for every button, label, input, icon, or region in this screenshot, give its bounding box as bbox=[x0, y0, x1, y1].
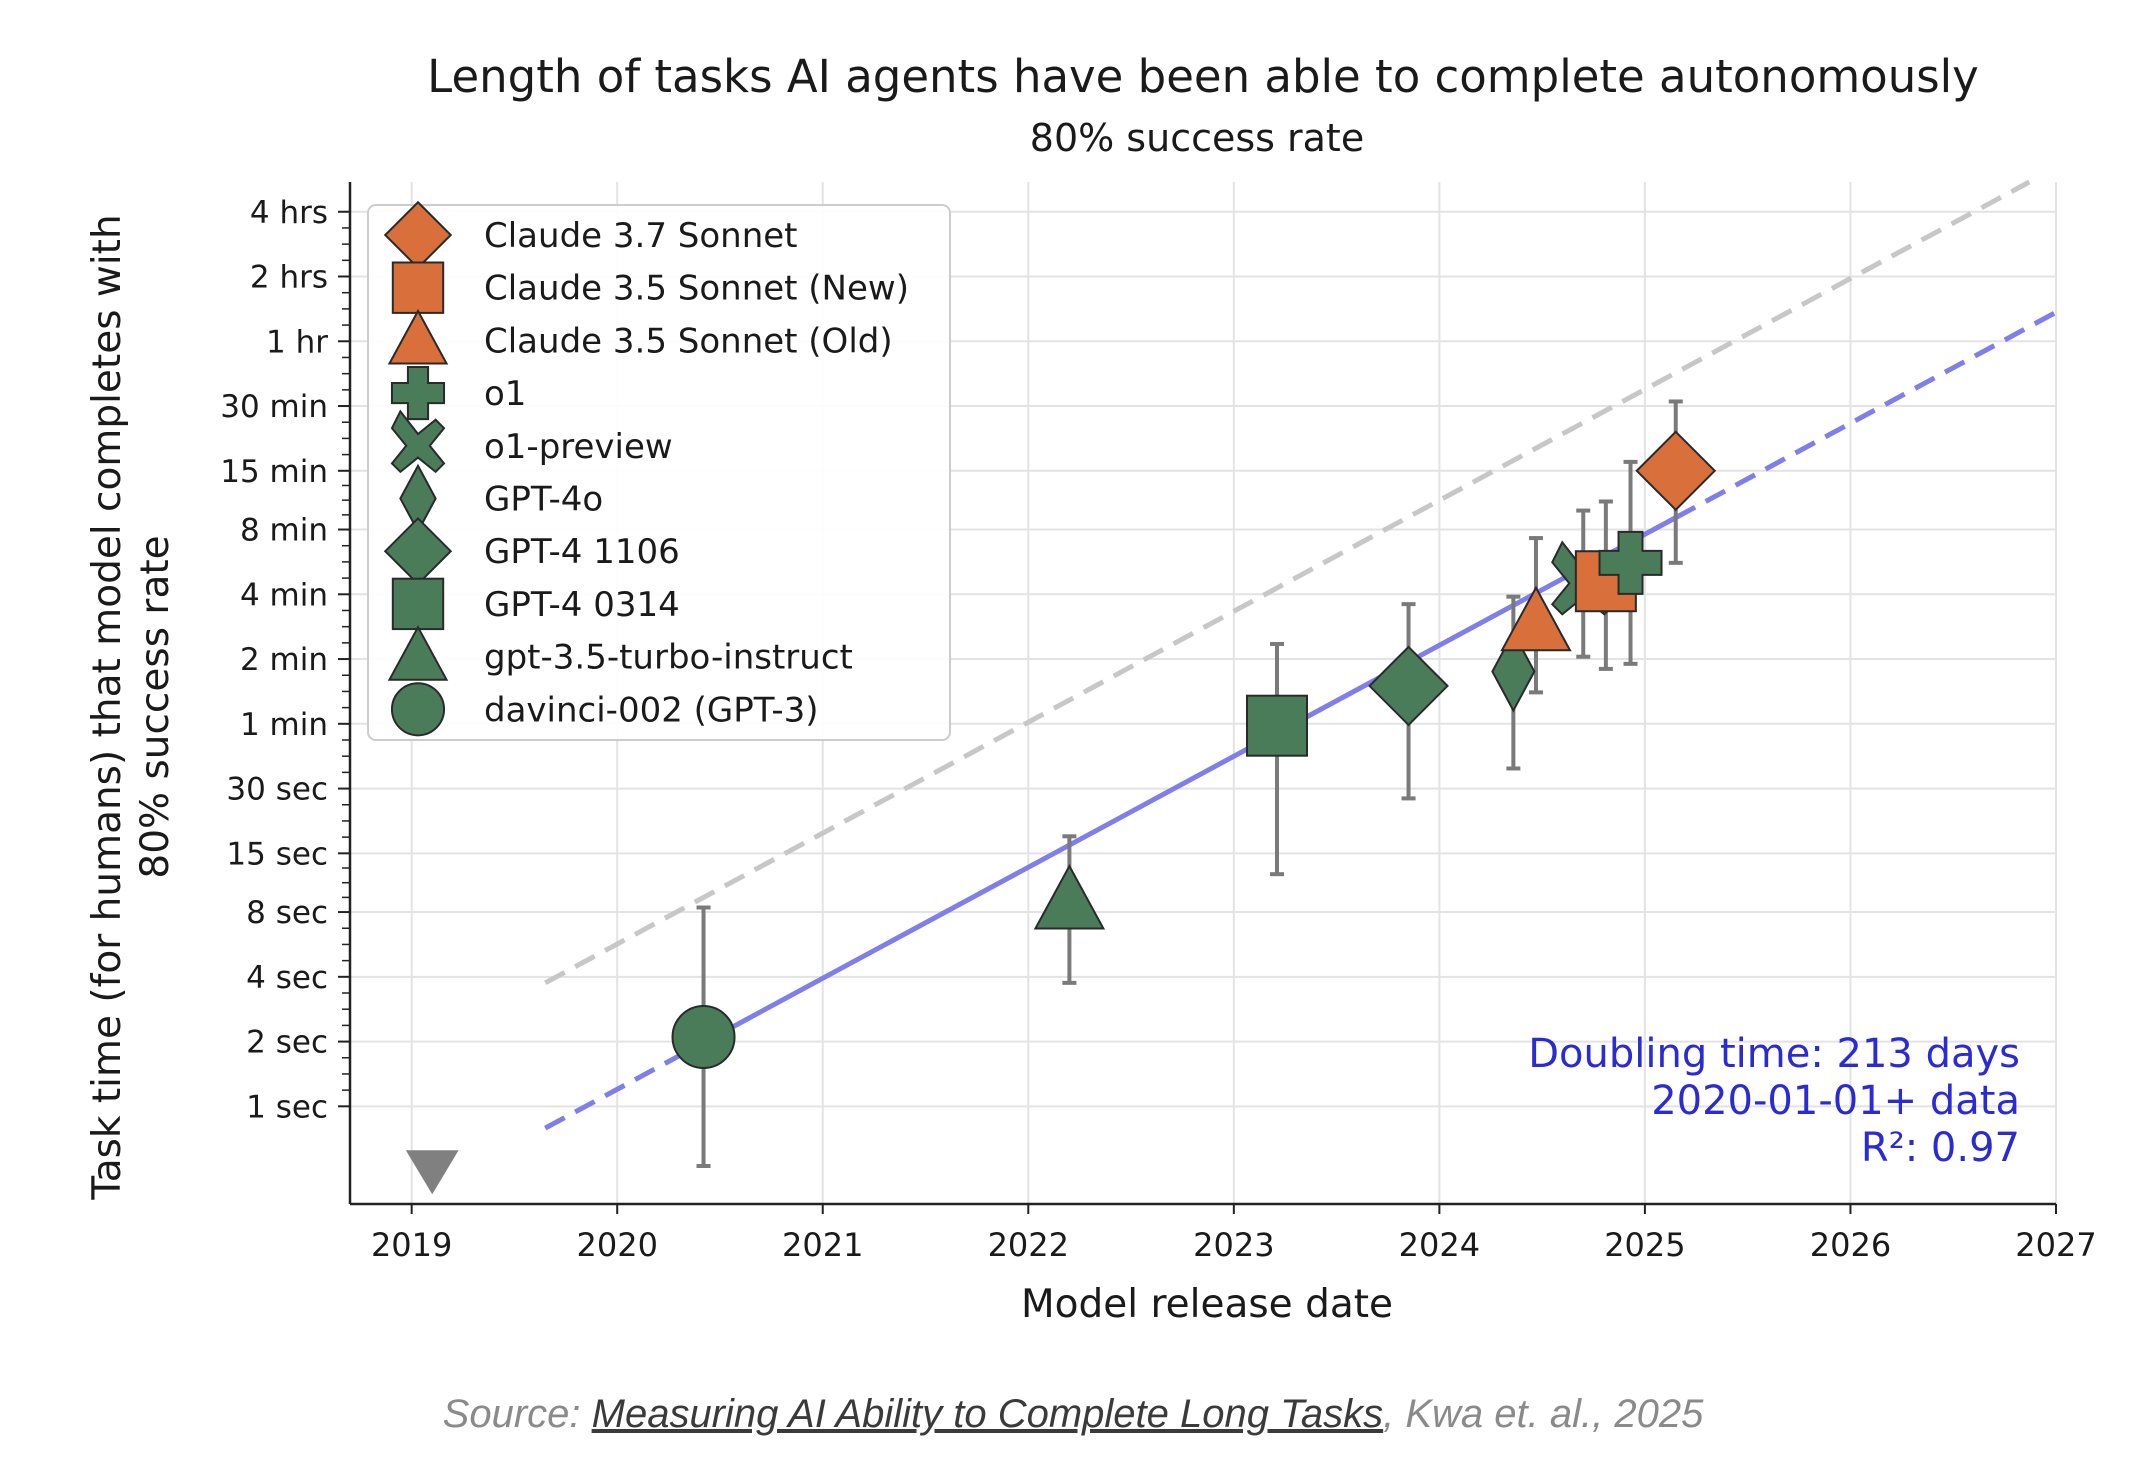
y-tick-label: 4 sec bbox=[246, 960, 328, 996]
chart-subtitle: 80% success rate bbox=[1030, 116, 1364, 160]
x-tick-label: 2020 bbox=[576, 1226, 657, 1264]
y-tick-label: 2 sec bbox=[246, 1025, 328, 1061]
point-gpt-3-5-turbo-instruct bbox=[1033, 863, 1106, 930]
legend-label: GPT-4 1106 bbox=[484, 532, 680, 572]
y-tick-label: 30 min bbox=[220, 389, 328, 425]
legend-label: gpt-3.5-turbo-instruct bbox=[484, 638, 853, 678]
x-tick-label: 2024 bbox=[1399, 1226, 1480, 1264]
tick-labels: 2019 2020 2021 2022 2023 2024 2025 2026 2027 1 se… bbox=[220, 195, 2096, 1264]
legend-label: Claude 3.5 Sonnet (Old) bbox=[484, 321, 893, 361]
x-axis-label: Model release date bbox=[1021, 1282, 1393, 1327]
legend-label: GPT-4o bbox=[484, 480, 603, 520]
x-tick-label: 2022 bbox=[988, 1226, 1069, 1264]
y-tick-label: 8 min bbox=[240, 513, 328, 549]
upper-trend-dashed bbox=[544, 179, 2031, 986]
point-gpt-4o bbox=[1491, 630, 1536, 713]
data-markers bbox=[405, 430, 1717, 1195]
y-axis-label-line1: Task time (for humans) that model comple… bbox=[85, 214, 130, 1200]
point-gpt-4-0314 bbox=[1245, 694, 1308, 757]
legend-marker bbox=[391, 261, 445, 314]
legend-marker bbox=[387, 625, 449, 681]
y-tick-label: 1 min bbox=[240, 707, 328, 743]
x-tick-label: 2023 bbox=[1193, 1226, 1274, 1264]
point-davinci-002-gpt-3- bbox=[671, 1005, 736, 1070]
legend-marker bbox=[390, 682, 446, 737]
annotation-r-squared: R²: 0.97 bbox=[1861, 1125, 2020, 1171]
y-tick-label: 2 min bbox=[240, 642, 328, 678]
axes bbox=[338, 182, 2057, 1214]
x-tick-label: 2027 bbox=[2015, 1226, 2096, 1264]
chart-title: Length of tasks AI agents have been able… bbox=[427, 50, 1979, 103]
point-claude-3-5-sonnet-old- bbox=[1500, 585, 1572, 652]
y-tick-label: 2 hrs bbox=[250, 260, 328, 296]
legend: Claude 3.7 Sonnet Claude 3.5 Sonnet (New)… bbox=[367, 200, 951, 741]
y-tick-label: 4 min bbox=[240, 577, 328, 613]
legend-label: davinci-002 (GPT-3) bbox=[484, 690, 819, 730]
pre-2020-marker bbox=[405, 1150, 459, 1195]
trend-fit-dashed-left bbox=[544, 1040, 705, 1131]
legend-box bbox=[367, 204, 951, 741]
x-tick-label: 2025 bbox=[1604, 1226, 1685, 1264]
legend-label: GPT-4 0314 bbox=[484, 585, 680, 625]
legend-label: o1-preview bbox=[484, 427, 673, 467]
grid-lines bbox=[350, 182, 2057, 1204]
paper-link[interactable]: Measuring AI Ability to Complete Long Ta… bbox=[591, 1392, 1384, 1436]
y-tick-label: 30 sec bbox=[226, 772, 328, 808]
y-tick-label: 8 sec bbox=[246, 895, 328, 931]
legend-label: o1 bbox=[484, 374, 526, 414]
caption-prefix: Source: bbox=[442, 1392, 592, 1436]
annotation-data-range: 2020-01-01+ data bbox=[1651, 1078, 2020, 1124]
annotation-doubling-time: Doubling time: 213 days bbox=[1528, 1031, 2020, 1077]
x-tick-label: 2021 bbox=[782, 1226, 863, 1264]
y-tick-label: 1 sec bbox=[246, 1089, 328, 1125]
caption-suffix: , Kwa et. al., 2025 bbox=[1383, 1392, 1704, 1436]
legend-marker bbox=[391, 577, 445, 631]
y-tick-label: 4 hrs bbox=[250, 195, 328, 231]
legend-label: Claude 3.7 Sonnet bbox=[484, 216, 798, 256]
x-tick-label: 2026 bbox=[1810, 1226, 1891, 1264]
legend-marker bbox=[390, 409, 446, 474]
chart-figure: 2019 2020 2021 2022 2023 2024 2025 2026 2027 1 se… bbox=[85, 50, 2097, 1327]
x-tick-label: 2019 bbox=[371, 1226, 452, 1264]
legend-label: Claude 3.5 Sonnet (New) bbox=[484, 269, 909, 309]
y-tick-label: 1 hr bbox=[266, 324, 328, 360]
legend-marker bbox=[390, 366, 446, 421]
point-o1 bbox=[1598, 530, 1663, 595]
source-caption: Source: Measuring AI Ability to Complete… bbox=[0, 1392, 2146, 1437]
y-axis-label-line2: 80% success rate bbox=[133, 535, 178, 878]
point-gpt-4-1106 bbox=[1368, 645, 1449, 727]
point-claude-3-7-sonnet bbox=[1635, 430, 1717, 512]
trend-fit-dashed-right bbox=[1674, 310, 2058, 520]
y-tick-label: 15 min bbox=[220, 454, 328, 490]
legend-marker bbox=[387, 308, 449, 365]
y-tick-label: 15 sec bbox=[226, 836, 328, 872]
